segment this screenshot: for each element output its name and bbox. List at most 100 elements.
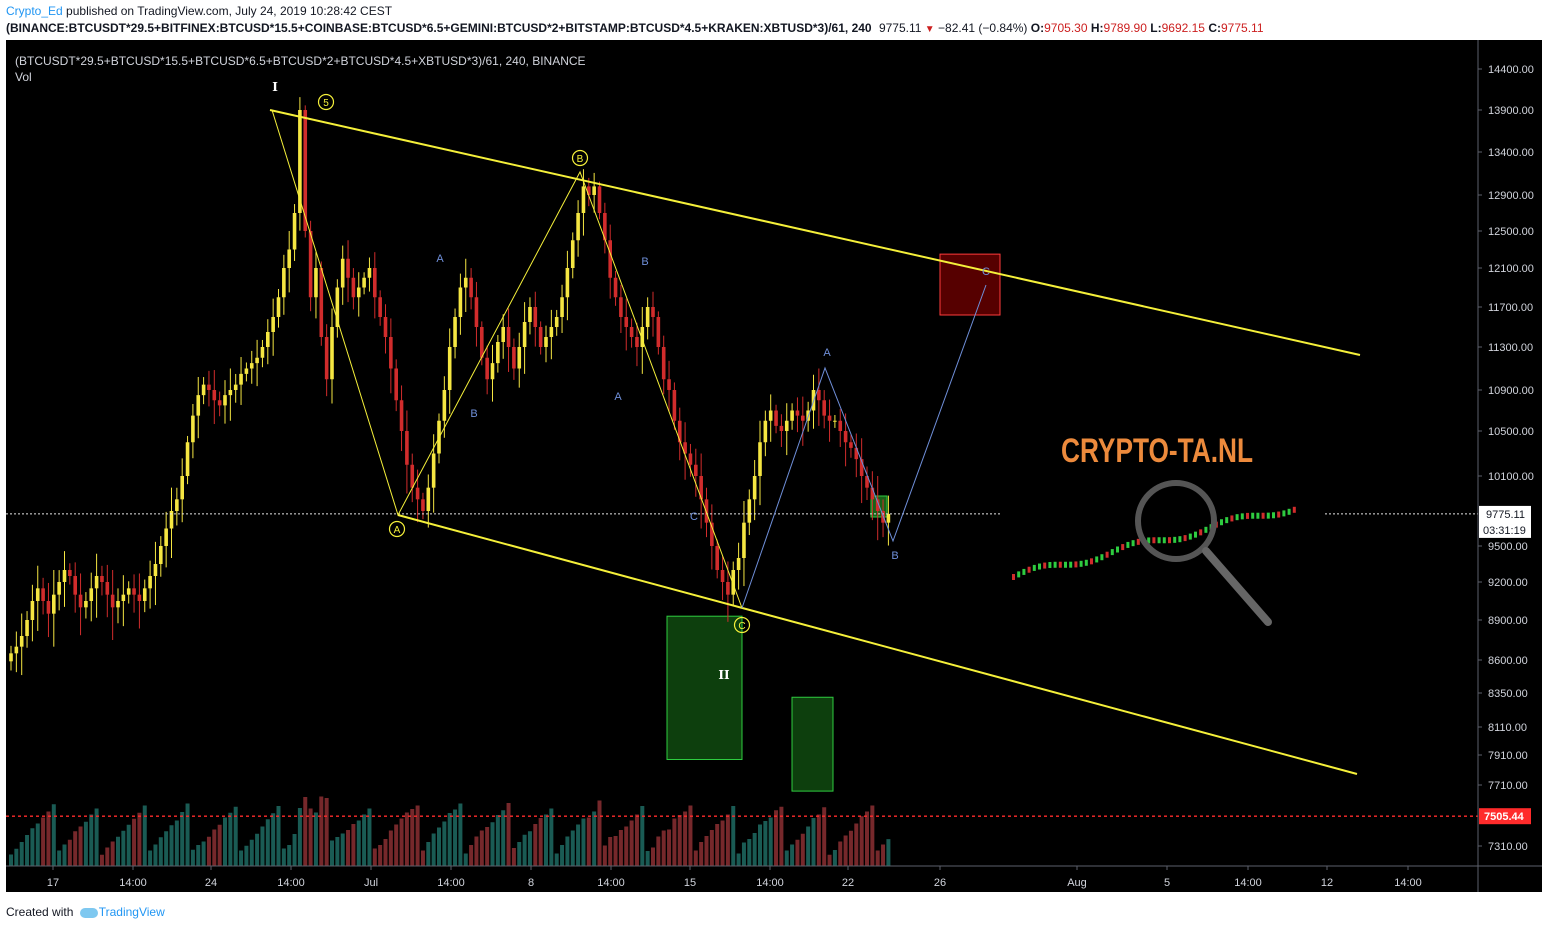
chart-panel[interactable] [6, 40, 1542, 892]
candle-body [795, 410, 800, 416]
volume-bar [137, 812, 142, 866]
volume-bar [495, 815, 500, 866]
volume-bar [886, 839, 891, 866]
candle-body [185, 442, 190, 476]
time-tick-label: 14:00 [756, 877, 784, 889]
candle-body [747, 499, 752, 523]
volume-bar [228, 812, 233, 866]
candle-body [629, 327, 634, 337]
time-tick-label: 14:00 [437, 877, 465, 889]
time-tick-label: 24 [205, 877, 217, 889]
volume-bar [14, 848, 19, 866]
candle-body [517, 347, 522, 369]
candle-body [78, 594, 83, 608]
candle-body [458, 287, 463, 317]
logo-candle [1282, 510, 1286, 517]
minor-wave-label: C [690, 511, 698, 523]
candle-body [132, 588, 136, 595]
candle-body [282, 268, 286, 298]
candle-body [319, 268, 324, 337]
volume-bar [811, 818, 816, 866]
volume-bar [506, 803, 511, 866]
volume-bar [244, 845, 249, 866]
candle-body [30, 601, 35, 620]
volume-bar [795, 839, 800, 866]
chart-title: (BTCUSDT*29.5+BTCUSD*15.5+BTCUSD*6.5+BTC… [15, 54, 586, 68]
tradingview-logo-icon[interactable] [79, 907, 98, 918]
candle-body [153, 564, 158, 576]
minor-wave-label: B [641, 256, 648, 268]
volume-bar [447, 813, 452, 866]
volume-bar [688, 805, 693, 866]
price-tick-label: 7710.00 [1488, 780, 1528, 792]
price-axis [1478, 40, 1542, 892]
candle-body [228, 390, 233, 396]
candle-body [196, 395, 201, 416]
logo-candle [1110, 549, 1114, 556]
volume-bar [848, 830, 853, 866]
logo-candle [1105, 551, 1109, 558]
logo-candle [1246, 512, 1249, 519]
logo-candle [1251, 512, 1255, 519]
volume-bar [832, 850, 837, 866]
candle-body [35, 588, 40, 601]
open-label: O: [1030, 21, 1045, 35]
volume-bar [741, 842, 746, 866]
candle-body [94, 576, 99, 589]
candle-body [640, 327, 645, 347]
candle-body [148, 576, 152, 589]
logo-candle [1178, 536, 1182, 543]
candle-body [817, 390, 821, 401]
tradingview-link[interactable]: TradingView [98, 905, 165, 919]
price-tick-label: 7310.00 [1488, 841, 1528, 853]
candle-body [672, 390, 677, 421]
price-tick-label: 14400.00 [1488, 64, 1534, 76]
logo-candle [1131, 540, 1135, 547]
low-value: 9692.15 [1161, 21, 1205, 35]
volume-bar [784, 850, 789, 866]
volume-bar [640, 806, 645, 866]
candle-body [405, 431, 409, 465]
candle-body [587, 186, 591, 195]
trendlines[interactable] [6, 109, 1478, 817]
volume-bar [709, 830, 714, 866]
logo-candle [1230, 515, 1234, 522]
volume-bar [89, 814, 94, 866]
candle-body [704, 499, 709, 523]
watermark-text: CRYPTO-TA.NL [1061, 432, 1253, 470]
low-label: L: [1150, 21, 1162, 35]
author-link[interactable]: Crypto_Ed [6, 4, 63, 18]
volume-bar [153, 844, 158, 866]
minor-wave-label: B [891, 550, 898, 562]
candle-body [271, 317, 275, 332]
volume-bar [875, 850, 880, 866]
candle-body [399, 400, 404, 431]
magnifier-icon [1135, 480, 1217, 562]
candle-body [613, 277, 618, 298]
time-tick-label: 26 [934, 877, 946, 889]
zones [666, 253, 1001, 792]
volume-bar [57, 850, 62, 866]
candle-body [373, 268, 377, 298]
candle-body [62, 570, 67, 582]
created-with-text: Created with [6, 905, 74, 919]
candle-body [651, 307, 655, 317]
volume-bar [800, 833, 805, 866]
volume-bar [335, 837, 340, 866]
volume-bar [174, 820, 179, 866]
volume-bar [597, 800, 602, 866]
volume-bar [859, 816, 864, 866]
volume-bar [404, 812, 409, 866]
candle-body [490, 363, 495, 380]
candle-body [501, 327, 505, 342]
axes[interactable]: 14400.00 13900.00 13400.00 12900.00 12500.00… [6, 40, 1542, 892]
candle-body [870, 487, 875, 500]
candle-body [463, 277, 468, 288]
candle-body [84, 601, 88, 608]
last-price-tag-box [1479, 505, 1531, 538]
logo-candle [1240, 513, 1244, 520]
candle-body [212, 390, 217, 401]
volume-bar [683, 811, 688, 866]
volume-bar [239, 850, 244, 866]
